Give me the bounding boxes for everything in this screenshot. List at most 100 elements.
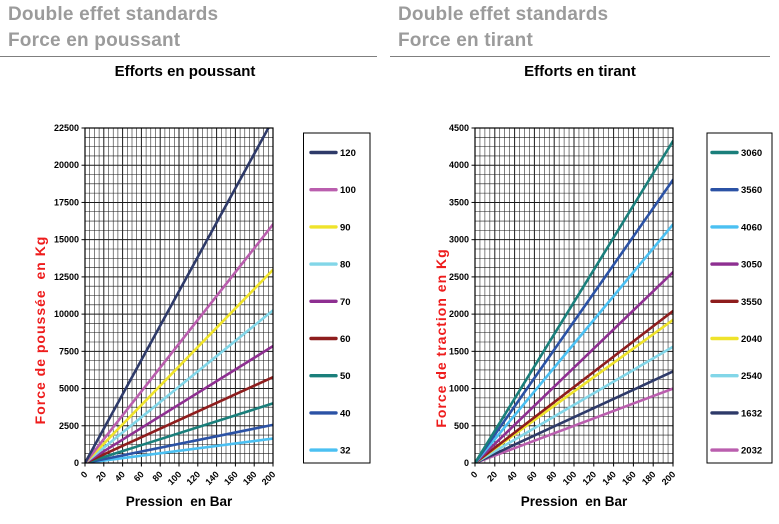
legend-label: 90 (340, 222, 351, 233)
y-tick-label: 2500 (449, 272, 469, 282)
y-tick-label: 1000 (449, 384, 469, 394)
series-line-50 (85, 402, 273, 463)
series-line-80 (85, 309, 273, 463)
x-tick-label: 120 (185, 469, 203, 487)
legend-label: 60 (340, 334, 351, 345)
push-chart-panel: 0 20 40 60 80 100 120 140 160 180 200 0 2500 5000 7500… (0, 4, 377, 509)
y-tick-label: 12500 (54, 272, 79, 282)
legend-item-2032: 2032 (710, 446, 762, 457)
legend-label: 3550 (741, 297, 762, 308)
legend-label: 70 (340, 297, 351, 308)
series-lines (475, 139, 673, 463)
y-tick-label: 0 (74, 458, 79, 468)
series-line-3060 (475, 139, 673, 463)
x-tick-label: 180 (640, 469, 658, 487)
x-tick-label: 0 (469, 469, 480, 480)
y-tick-label: 3000 (449, 235, 469, 245)
push-chart-canvas: 0 20 40 60 80 100 120 140 160 180 2000250050007500… (54, 123, 371, 487)
legend-item-2040: 2040 (710, 334, 762, 345)
legend-label: 2032 (741, 446, 762, 457)
legend-item-3560: 3560 (710, 185, 762, 196)
y-axis-title: Force de poussée en Kg (32, 235, 48, 425)
y-tick-label: 17500 (54, 197, 79, 207)
y-tick-label: 4500 (449, 123, 469, 133)
legend-item-40: 40 (309, 408, 351, 419)
series-line-3550 (475, 309, 673, 463)
legend-label: 3050 (741, 260, 762, 271)
legend-item-120: 120 (309, 148, 356, 159)
y-tick-label: 22500 (54, 123, 79, 133)
legend-item-2540: 2540 (710, 371, 762, 382)
legend-label: 2540 (741, 371, 762, 382)
y-tick-label: 1500 (449, 346, 469, 356)
legend-item-3550: 3550 (710, 297, 762, 308)
x-tick-label: 160 (620, 469, 638, 487)
legend-label: 3060 (741, 148, 762, 159)
legend-label: 4060 (741, 222, 762, 233)
x-tick-label: 100 (561, 469, 579, 487)
y-tick-label: 3500 (449, 197, 469, 207)
y-tick-label: 500 (454, 421, 469, 431)
series-line-60 (85, 375, 273, 463)
x-tick-label: 60 (525, 469, 539, 483)
x-tick-label: 200 (660, 469, 678, 487)
legend-label: 100 (340, 185, 356, 196)
x-tick-label: 120 (581, 469, 599, 487)
panel-header-line1: Double effet standards (8, 4, 219, 25)
legend-label: 2040 (741, 334, 762, 345)
legend-label: 80 (340, 260, 351, 271)
panel-header-line2: Force en tirant (398, 30, 533, 51)
y-tick-label: 2000 (449, 309, 469, 319)
legend-label: 120 (340, 148, 356, 159)
panel-header-line2: Force en poussant (8, 30, 181, 51)
legend-item-3060: 3060 (710, 148, 762, 159)
legend-item-1632: 1632 (710, 408, 762, 419)
x-tick-label: 80 (544, 469, 558, 483)
x-axis-title: Pression en Bar (520, 494, 628, 509)
x-axis-title: Pression en Bar (125, 494, 233, 509)
y-tick-label: 7500 (59, 346, 79, 356)
y-tick-label: 2500 (59, 421, 79, 431)
x-tick-label: 80 (150, 469, 164, 483)
legend-label: 3560 (741, 185, 762, 196)
y-tick-label: 10000 (54, 309, 79, 319)
legend-item-100: 100 (309, 185, 356, 196)
legend-label: 32 (340, 446, 351, 457)
legend-item-80: 80 (309, 260, 351, 271)
legend-item-50: 50 (309, 371, 351, 382)
chart-title: Efforts en tirant (524, 63, 636, 80)
legend-label: 40 (340, 408, 351, 419)
chart-title: Efforts en poussant (114, 63, 256, 80)
y-tick-label: 15000 (54, 235, 79, 245)
series-line-2032 (475, 387, 673, 463)
y-tick-label: 0 (464, 458, 469, 468)
series-line-40 (85, 423, 273, 463)
pull-chart-canvas: 0 20 40 60 80 100 120 140 160 180 2000500100015002… (449, 123, 773, 487)
y-tick-label: 5000 (59, 384, 79, 394)
y-axis-title: Force de traction en Kg (433, 248, 449, 428)
series-line-1632 (475, 370, 673, 463)
legend-label: 50 (340, 371, 351, 382)
y-tick-label: 20000 (54, 160, 79, 170)
legend-item-90: 90 (309, 222, 351, 233)
x-tick-label: 200 (260, 469, 278, 487)
legend-item-3050: 3050 (710, 260, 762, 271)
x-tick-label: 140 (600, 469, 618, 487)
series-line-3560 (475, 178, 673, 463)
y-tick-label: 4000 (449, 160, 469, 170)
series-line-90 (85, 268, 273, 463)
x-tick-label: 100 (166, 469, 184, 487)
series-line-70 (85, 344, 273, 463)
series-line-32 (85, 437, 273, 463)
legend: 3060 3560 4060 3050 3550 2040 2540 1632 2032 (706, 132, 773, 464)
legend-item-32: 32 (309, 446, 351, 457)
legend-label: 1632 (741, 408, 762, 419)
legend-item-70: 70 (309, 297, 351, 308)
header-divider (390, 56, 770, 57)
series-line-3050 (475, 270, 673, 463)
series-line-100 (85, 223, 273, 463)
series-line-120 (85, 128, 270, 463)
x-tick-label: 20 (485, 469, 499, 483)
x-tick-label: 180 (241, 469, 259, 487)
x-tick-label: 60 (132, 469, 146, 483)
